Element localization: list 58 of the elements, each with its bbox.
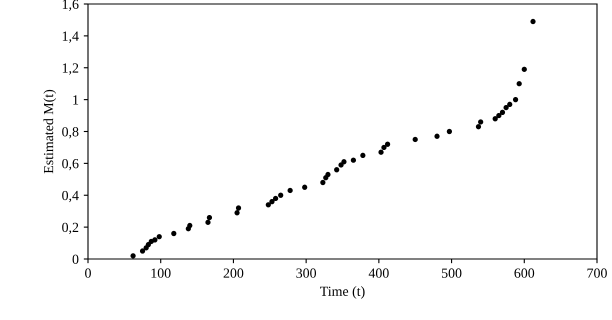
- point: [152, 237, 158, 242]
- x-tick-label: 400: [368, 268, 389, 278]
- point: [302, 184, 308, 190]
- x-tick-label: 600: [514, 268, 534, 278]
- point: [278, 192, 284, 198]
- y-tick-label: 1: [73, 95, 78, 104]
- point: [206, 214, 212, 220]
- x-tick-label: 100: [152, 268, 171, 278]
- y-tick-label: 1,4: [62, 32, 79, 43]
- point: [334, 167, 340, 172]
- point: [187, 222, 192, 228]
- point: [341, 159, 347, 164]
- point: [266, 202, 271, 208]
- point: [236, 205, 242, 211]
- point: [504, 104, 509, 110]
- point: [288, 188, 293, 194]
- point: [140, 248, 146, 254]
- point: [234, 210, 240, 216]
- point: [269, 199, 275, 204]
- point: [350, 158, 356, 163]
- point: [360, 152, 366, 158]
- point: [516, 81, 522, 86]
- point: [171, 230, 176, 236]
- point: [500, 110, 506, 115]
- x-tick-label: 0: [85, 268, 91, 278]
- y-tick-label: 0,4: [62, 190, 79, 202]
- point: [507, 102, 512, 108]
- x-axis-title: Time (t): [320, 286, 365, 299]
- point: [156, 234, 162, 240]
- x-tick-label: 700: [588, 268, 607, 278]
- point: [205, 220, 211, 225]
- point: [434, 134, 440, 139]
- y-tick-label: 0: [72, 254, 78, 264]
- y-tick-label: 0,2: [62, 222, 78, 234]
- y-tick-label: 1,2: [62, 63, 78, 75]
- point: [512, 97, 518, 102]
- point: [496, 112, 502, 118]
- point: [320, 180, 326, 186]
- x-tick-label: 200: [224, 268, 244, 278]
- point: [478, 119, 484, 125]
- point: [492, 116, 498, 122]
- point: [130, 253, 136, 258]
- point: [381, 144, 387, 150]
- point: [446, 128, 452, 134]
- point: [273, 196, 278, 202]
- point: [476, 124, 482, 130]
- point: [384, 142, 390, 147]
- x-tick-label: 300: [296, 268, 316, 278]
- y-tick-label: 0,6: [62, 158, 79, 170]
- point: [325, 172, 331, 178]
- point: [412, 136, 418, 142]
- point: [522, 66, 527, 72]
- x-tick-label: 500: [442, 268, 462, 278]
- point: [378, 150, 384, 155]
- y-axis-title: Estimated M(t): [43, 90, 56, 174]
- y-tick-label: 1,6: [62, 0, 79, 11]
- y-tick-label: 0,8: [62, 127, 78, 138]
- point: [530, 18, 536, 24]
